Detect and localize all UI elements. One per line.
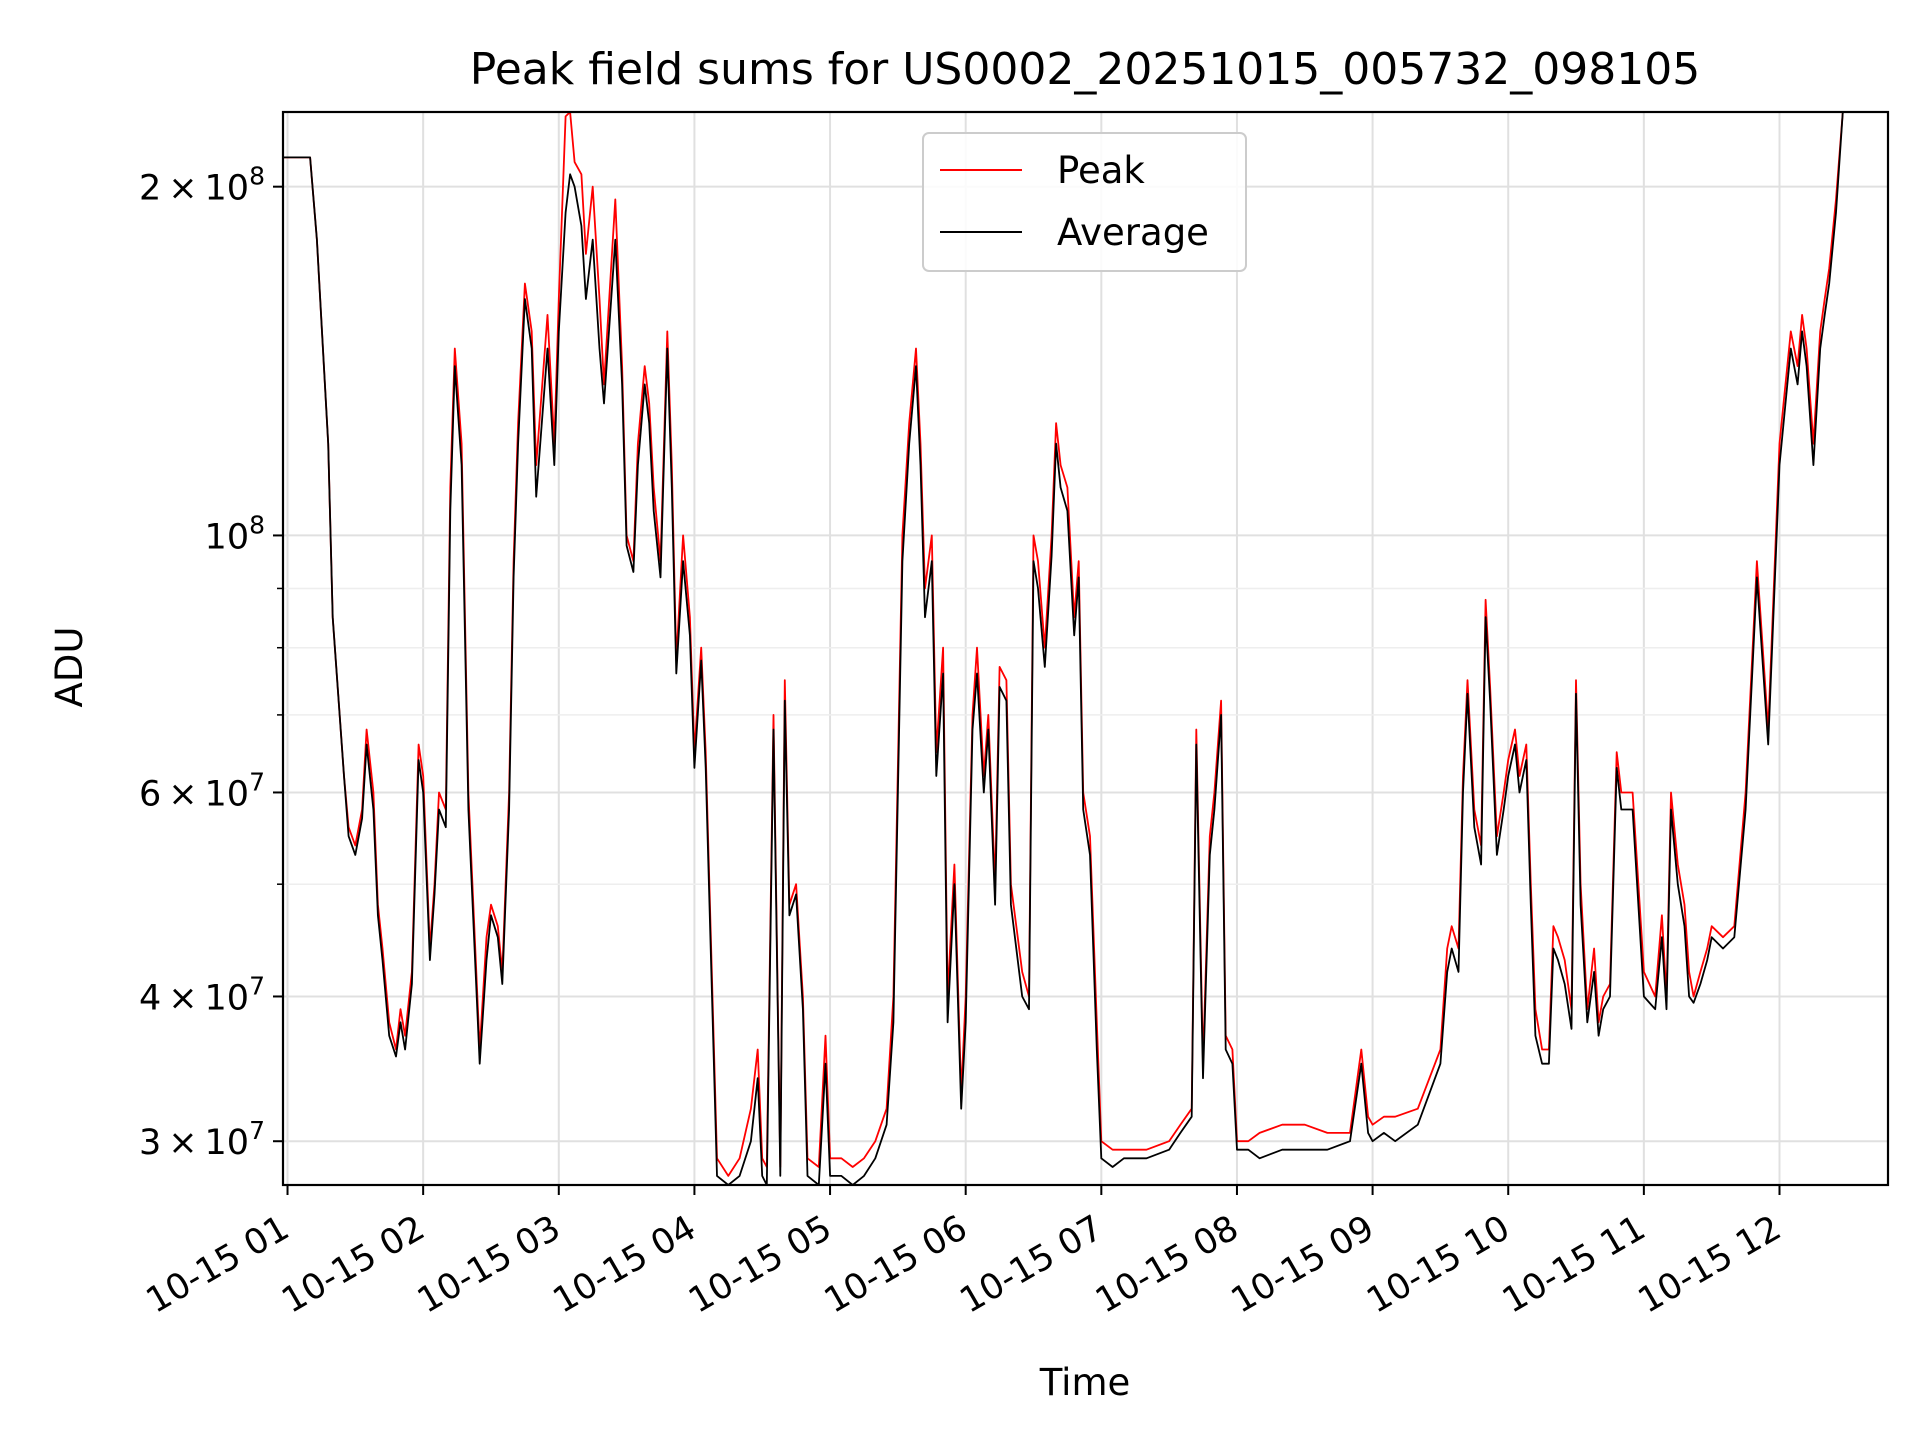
series-layer: [283, 112, 1848, 1185]
legend-box: [922, 132, 1247, 272]
legend: Peak Average: [922, 132, 1247, 272]
y-tick-label: 6 × 107: [139, 767, 265, 814]
y-axis-label: ADU: [48, 627, 91, 708]
legend-average-label: Average: [1057, 211, 1209, 254]
y-tick-label: 4 × 107: [139, 971, 265, 1018]
y-tick-label: 108: [205, 510, 265, 557]
y-tick-label: 2 × 108: [139, 162, 265, 209]
legend-peak-label: Peak: [1057, 149, 1145, 192]
y-tick-label: 3 × 107: [139, 1116, 265, 1163]
chart-title: Peak field sums for US0002_20251015_0057…: [470, 44, 1700, 95]
plot-frame: [281, 110, 1890, 1187]
x-axis-label: Time: [1039, 1361, 1131, 1404]
series-line-average: [283, 112, 1848, 1185]
